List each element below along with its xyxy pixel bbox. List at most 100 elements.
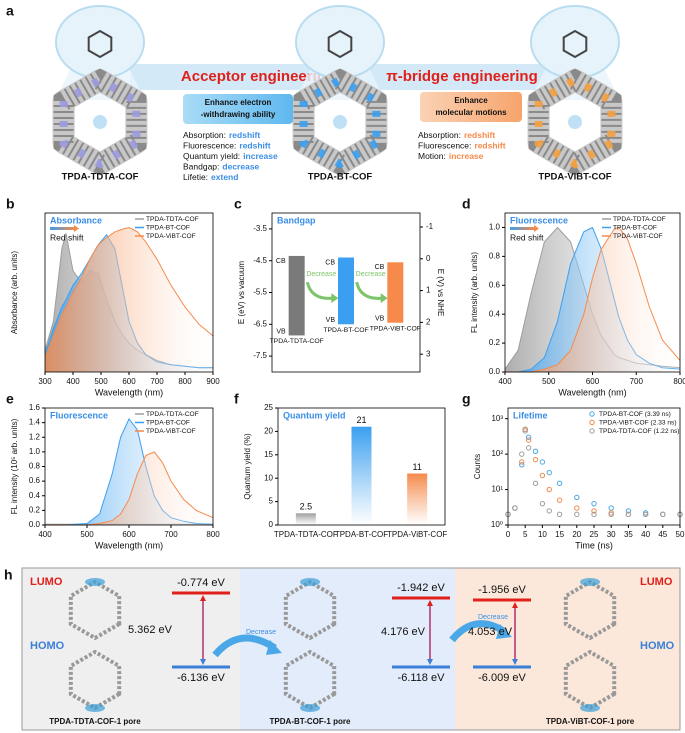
orbital [300, 704, 320, 712]
x-tick-label: 45 [658, 530, 667, 539]
panel-label: c [234, 196, 242, 212]
category-label: TPDA-TDTA-COF [274, 530, 338, 539]
data-point [519, 459, 525, 465]
data-point [608, 505, 614, 511]
y-tick-label: 10¹ [491, 485, 503, 494]
data-point [556, 497, 563, 503]
panel-title: Absorbance [50, 215, 102, 225]
x-tick-label: 800 [178, 377, 192, 386]
property-line: Absorption: redshift [418, 130, 495, 140]
y-tick-label: -7.5 [253, 351, 267, 360]
legend-label: TPDA-BT-COF [146, 224, 190, 231]
data-point [522, 428, 528, 434]
x-tick-label: 600 [122, 377, 136, 386]
y-tick-label: 10² [491, 449, 503, 458]
property-line: Fluorescence: redshift [418, 141, 506, 151]
cb-label: CB [375, 264, 385, 271]
box-text: Enhance [454, 96, 488, 105]
property-label: Lifetie: [183, 172, 208, 182]
area-shade [505, 227, 680, 372]
arrow-head [427, 659, 433, 665]
cb-label: CB [276, 258, 286, 265]
arrow-head [512, 602, 518, 608]
property-value: increase [449, 151, 484, 161]
y-axis-label: FL intensity (arb. units) [470, 252, 479, 333]
lumo-value: -1.956 eV [478, 584, 526, 596]
data-point [591, 500, 597, 507]
panel-title: Fluorescence [50, 410, 108, 420]
homo-value: -6.009 eV [478, 672, 526, 684]
framework-accent [59, 75, 141, 169]
data-point [532, 480, 539, 487]
homo-value: -6.136 eV [177, 672, 225, 684]
value-label: 2.5 [300, 502, 313, 512]
panel-label: e [6, 391, 14, 407]
data-point [546, 486, 552, 493]
data-point [525, 445, 532, 451]
pore-ring [283, 579, 337, 641]
property-value: redshift [229, 130, 260, 140]
x-tick-label: 5 [523, 530, 528, 539]
x-tick-label: 500 [542, 377, 556, 386]
x-tick-label: 400 [38, 530, 52, 539]
y-tick-label: -6.5 [253, 319, 267, 328]
panel-a: a Acceptor engineering π-bridge engineer… [6, 3, 623, 183]
y-tick-label: 0.8 [29, 462, 41, 471]
x-tick-label: 400 [66, 377, 80, 386]
value-label: 21 [356, 415, 366, 425]
y-tick-label: 15 [264, 450, 273, 459]
property-label: Absorption: [183, 130, 226, 140]
property-value: decrease [222, 162, 259, 172]
pore-name: TPDA-BT-COF-1 pore [270, 717, 351, 726]
x-tick-label: 800 [206, 530, 220, 539]
x-tick-label: 15 [555, 530, 564, 539]
annotation: Red shift [510, 232, 544, 242]
x-tick-label: 700 [164, 530, 178, 539]
banner-right: π-bridge engineering [386, 68, 538, 85]
panel-label: d [462, 196, 471, 212]
property-line: Absorption: redshift [183, 130, 260, 140]
axes-frame [507, 407, 681, 526]
property-value: redshift [239, 141, 270, 151]
x-tick-label: 40 [641, 530, 650, 539]
y-tick-label: 5 [269, 497, 274, 506]
x-tick-label: 900 [206, 377, 220, 386]
lumo-label: LUMO [640, 576, 673, 588]
pore-name: TPDA-ViBT-COF-1 pore [546, 717, 635, 726]
y-tick-label: 0 [269, 520, 274, 529]
y-tick-label: 0.0 [489, 367, 501, 376]
category-label: TPDA-BT-COF [323, 327, 368, 334]
arrow-head [427, 600, 433, 606]
y-axis-label: FL intensity (10⁵ arb. units) [10, 418, 19, 514]
arrow-head [266, 640, 282, 655]
bubble [55, 5, 145, 79]
cof-name: TPDA-ViBT-COF [538, 172, 611, 183]
x-tick-label: 400 [498, 377, 512, 386]
property-label: Quantum yield: [183, 151, 240, 161]
shift-arrow [510, 227, 534, 230]
homo-label: HOMO [640, 640, 675, 652]
arrow-head [200, 659, 206, 665]
property-label: Motion: [418, 151, 446, 161]
data-point [642, 511, 649, 518]
y-axis-label: Quantum yield (%) [243, 433, 252, 500]
y-tick-label: 25 [264, 403, 273, 412]
y-tick-label: 1.2 [29, 432, 41, 441]
y2-axis-label: E (V) vs NHE [436, 269, 445, 317]
arrow-head [534, 225, 539, 232]
arrow-head [200, 595, 206, 601]
annotation: Red shift [50, 232, 84, 242]
y-tick-label: 10³ [491, 414, 503, 423]
homo-label: HOMO [30, 640, 65, 652]
gap-value: 4.176 eV [381, 626, 426, 638]
arrow-label: Decrease [478, 614, 508, 621]
bar [351, 426, 372, 525]
data-point [591, 508, 597, 514]
arrow-label: Decrease [246, 629, 276, 636]
y2-tick-label: 2 [426, 318, 431, 327]
panel-title: Lifetime [513, 410, 548, 420]
decrease-arrow [355, 281, 383, 300]
vb-label: VB [276, 328, 286, 335]
data-point [574, 511, 580, 518]
data-point [522, 426, 528, 433]
